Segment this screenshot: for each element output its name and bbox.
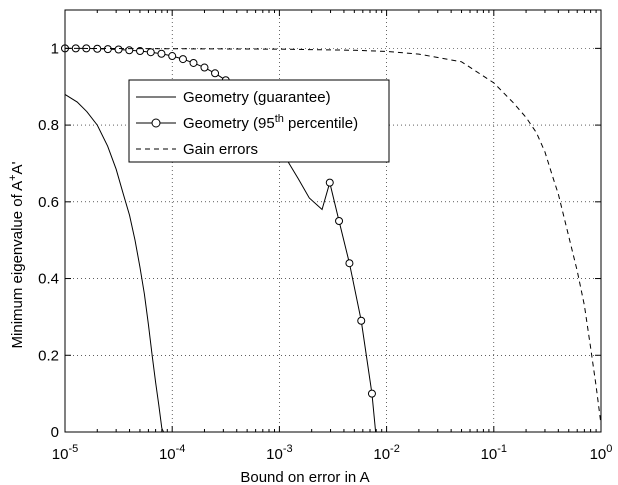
x-tick-label-exponent: -2 — [390, 443, 400, 455]
series-geometry-95th-percentile-marker — [367, 389, 376, 398]
x-tick-label-exponent: -5 — [68, 443, 78, 455]
legend-label-percentile: Geometry (95th percentile) — [183, 113, 358, 132]
y-axis-label-post: ' — [9, 161, 26, 164]
x-tick-label-exponent: -3 — [283, 443, 293, 455]
series-geometry-95th-percentile-marker — [103, 45, 112, 54]
series-geometry-95th-percentile-marker — [211, 69, 220, 78]
y-axis-label: Minimum eigenvalue of A+A' — [7, 161, 26, 348]
x-tick-label-base: 10 — [481, 446, 498, 463]
series-geometry-95th-percentile-marker — [114, 45, 123, 54]
y-axis-label-mid: A — [9, 164, 26, 174]
x-tick-label-base: 10 — [266, 446, 283, 463]
y-tick-label: 0.4 — [38, 271, 59, 288]
legend-label-percentile-sup: th — [275, 113, 284, 125]
y-tick-label: 1 — [51, 40, 59, 57]
legend-label-percentile-pre: Geometry (95 — [183, 115, 275, 132]
y-axis-label-sup: + — [7, 174, 19, 180]
x-tick-label: 100 — [590, 443, 613, 463]
x-tick-label-exponent: 0 — [606, 443, 612, 455]
legend: Geometry (guarantee) Geometry (95th perc… — [128, 79, 390, 163]
series-geometry-guarantee-line — [64, 93, 164, 433]
grid — [65, 10, 601, 432]
legend-label-gain: Gain errors — [183, 141, 258, 158]
series-geometry-95th-percentile-marker — [136, 47, 145, 56]
series-geometry-95th-percentile-marker — [200, 63, 209, 72]
y-tick-label: 0.6 — [38, 194, 59, 211]
y-tick-label: 0.2 — [38, 347, 59, 364]
x-tick-label-base: 10 — [159, 446, 176, 463]
series-geometry-95th-percentile-marker — [168, 52, 177, 61]
x-tick-label: 10-3 — [266, 443, 292, 463]
series-geometry-95th-percentile-marker — [146, 48, 155, 57]
series-gain-errors-line — [64, 47, 602, 425]
x-tick-label-exponent: -4 — [176, 443, 186, 455]
plot-frame — [64, 9, 602, 433]
x-tick-label-base: 10 — [590, 446, 607, 463]
legend-label-percentile-post: percentile) — [284, 115, 358, 132]
y-tick-label: 0 — [51, 424, 59, 441]
x-axis-label: Bound on error in A — [240, 469, 369, 485]
series-geometry-95th-percentile-marker — [189, 58, 198, 67]
series-geometry-95th-percentile-marker — [345, 259, 354, 268]
x-tick-label: 10-2 — [373, 443, 399, 463]
x-tick-label: 10-5 — [52, 443, 78, 463]
legend-label-guarantee: Geometry (guarantee) — [183, 89, 331, 106]
x-tick-label-exponent: -1 — [497, 443, 507, 455]
x-tick-label-base: 10 — [52, 446, 69, 463]
series-geometry-95th-percentile-marker — [357, 316, 366, 325]
series-geometry-95th-percentile-marker — [335, 217, 344, 225]
series-geometry-95th-percentile-marker — [125, 46, 134, 55]
legend-marker-percentile — [151, 118, 161, 128]
legend-box — [128, 79, 390, 163]
series-geometry-95th-percentile-marker — [157, 49, 166, 58]
y-axis-label-pre: Minimum eigenvalue of A — [9, 181, 26, 349]
x-tick-label: 10-4 — [159, 443, 185, 463]
series-geometry-95th-percentile-marker — [325, 178, 334, 187]
x-tick-label-base: 10 — [373, 446, 390, 463]
series-geometry-95th-percentile-marker — [178, 55, 187, 64]
x-tick-label: 10-1 — [481, 443, 507, 463]
y-tick-label: 0.8 — [38, 117, 59, 134]
